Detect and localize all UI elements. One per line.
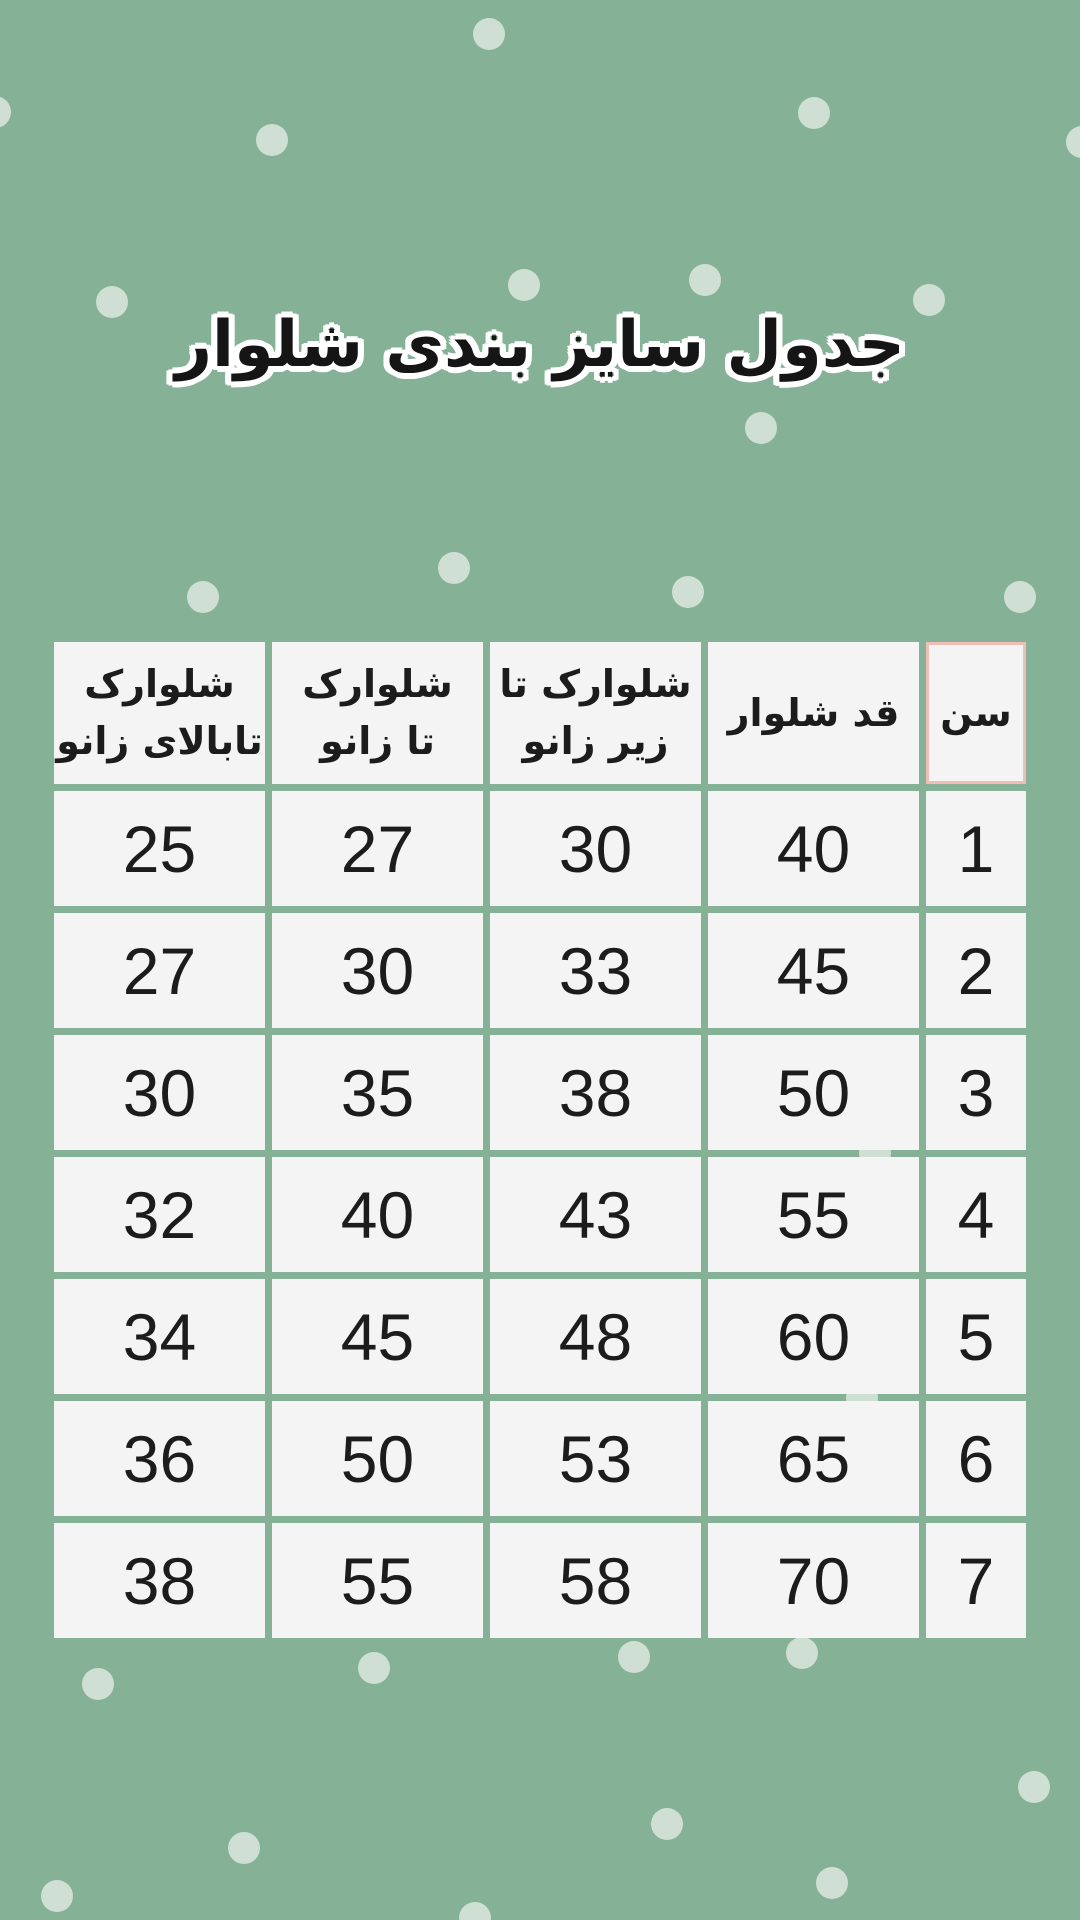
polka-dot	[1066, 126, 1080, 158]
cell-shorts-below-knee-row-5: 48	[490, 1279, 701, 1394]
cell-shorts-to-knee-row-2: 30	[272, 913, 483, 1028]
polka-dot	[358, 1652, 390, 1684]
polka-dot	[618, 1641, 650, 1673]
polka-dot	[473, 18, 505, 50]
cell-pants-length-row-2: 45	[708, 913, 919, 1028]
cell-age-row-3: 3	[926, 1035, 1026, 1150]
cell-shorts-below-knee-row-1: 30	[490, 791, 701, 906]
cell-shorts-to-knee-row-4: 40	[272, 1157, 483, 1272]
size-table: سن قد شلوار شلوارک تا زیر زانو شلوارک تا زا…	[54, 642, 1026, 1638]
column-header-pants-length: قد شلوار	[708, 642, 919, 784]
polka-dot	[816, 1867, 848, 1899]
polka-dot	[438, 552, 470, 584]
cell-shorts-to-knee-row-7: 55	[272, 1523, 483, 1638]
column-header-age: سن	[926, 642, 1026, 784]
polka-dot	[96, 286, 128, 318]
cell-shorts-above-knee-row-6: 36	[54, 1401, 265, 1516]
polka-dot	[459, 1902, 491, 1920]
polka-dot	[786, 1637, 818, 1669]
cell-age-row-7: 7	[926, 1523, 1026, 1638]
cell-shorts-above-knee-row-1: 25	[54, 791, 265, 906]
cell-shorts-below-knee-row-6: 53	[490, 1401, 701, 1516]
cell-shorts-to-knee-row-3: 35	[272, 1035, 483, 1150]
cell-shorts-to-knee-row-1: 27	[272, 791, 483, 906]
polka-dot	[1004, 581, 1036, 613]
polka-dot	[1018, 1771, 1050, 1803]
cell-pants-length-row-3: 50	[708, 1035, 919, 1150]
cell-shorts-below-knee-row-7: 58	[490, 1523, 701, 1638]
polka-dot	[689, 264, 721, 296]
cell-pants-length-row-4: 55	[708, 1157, 919, 1272]
cell-age-row-1: 1	[926, 791, 1026, 906]
polka-dot	[651, 1808, 683, 1840]
cell-pants-length-row-1: 40	[708, 791, 919, 906]
polka-dot	[745, 412, 777, 444]
cell-shorts-below-knee-row-3: 38	[490, 1035, 701, 1150]
polka-dot	[508, 269, 540, 301]
cell-shorts-to-knee-row-5: 45	[272, 1279, 483, 1394]
column-header-shorts-below-knee: شلوارک تا زیر زانو	[490, 642, 701, 784]
cell-shorts-above-knee-row-3: 30	[54, 1035, 265, 1150]
cell-pants-length-row-6: 65	[708, 1401, 919, 1516]
cell-age-row-2: 2	[926, 913, 1026, 1028]
cell-age-row-6: 6	[926, 1401, 1026, 1516]
cell-shorts-above-knee-row-7: 38	[54, 1523, 265, 1638]
cell-shorts-below-knee-row-4: 43	[490, 1157, 701, 1272]
polka-dot	[256, 124, 288, 156]
polka-dot	[0, 96, 11, 128]
polka-dot	[798, 97, 830, 129]
column-header-shorts-to-knee: شلوارک تا زانو	[272, 642, 483, 784]
polka-dot	[82, 1668, 114, 1700]
cell-shorts-above-knee-row-2: 27	[54, 913, 265, 1028]
cell-pants-length-row-5: 60	[708, 1279, 919, 1394]
cell-shorts-above-knee-row-4: 32	[54, 1157, 265, 1272]
polka-dot	[228, 1832, 260, 1864]
polka-dot	[41, 1880, 73, 1912]
polka-dot	[913, 284, 945, 316]
cell-age-row-4: 4	[926, 1157, 1026, 1272]
cell-shorts-above-knee-row-5: 34	[54, 1279, 265, 1394]
polka-dot	[187, 581, 219, 613]
cell-shorts-below-knee-row-2: 33	[490, 913, 701, 1028]
cell-shorts-to-knee-row-6: 50	[272, 1401, 483, 1516]
cell-age-row-5: 5	[926, 1279, 1026, 1394]
page-title: جدول سایز بندی شلوار	[175, 308, 905, 382]
cell-pants-length-row-7: 70	[708, 1523, 919, 1638]
column-header-shorts-above-knee: شلوارک تابالای زانو	[54, 642, 265, 784]
polka-dot	[672, 576, 704, 608]
